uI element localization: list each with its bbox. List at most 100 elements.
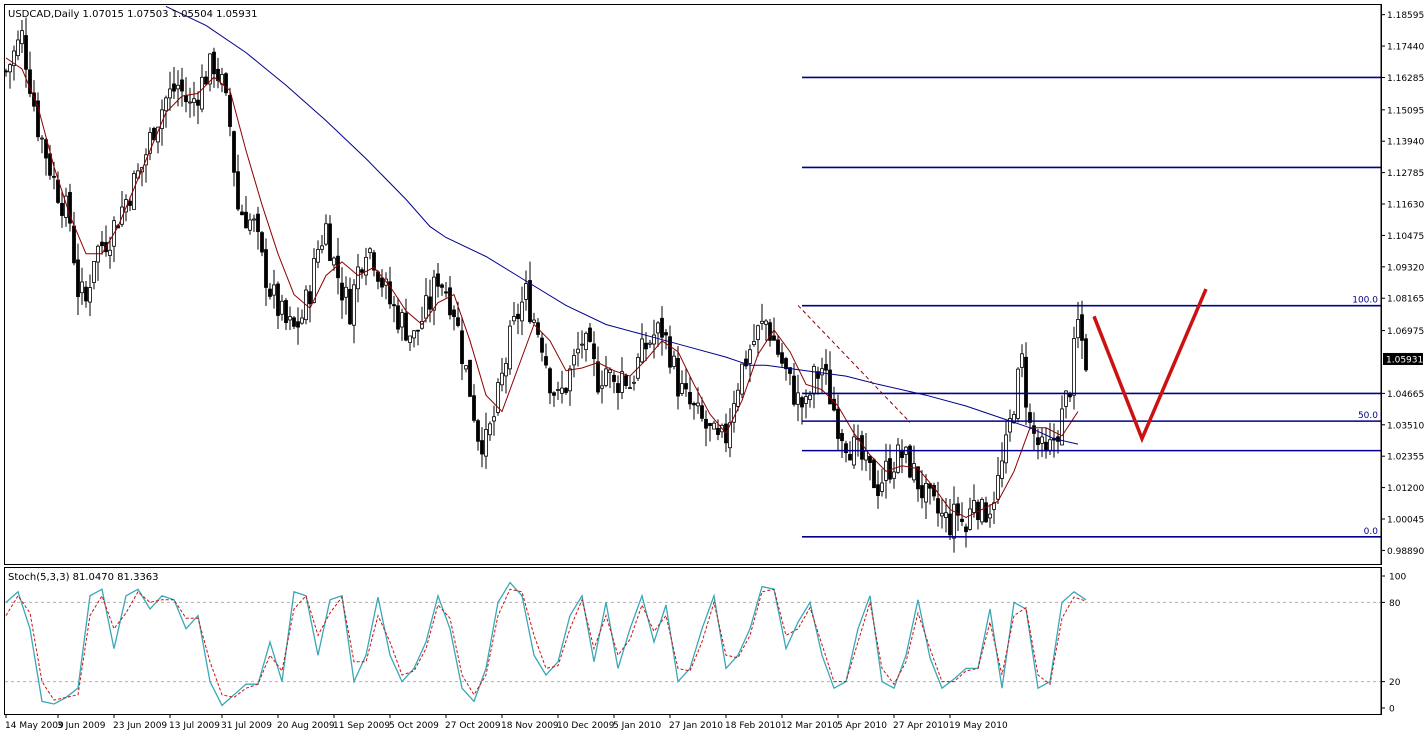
candle-body — [492, 416, 496, 422]
candle-body — [120, 206, 124, 225]
candle-body — [740, 363, 744, 395]
candle-body — [972, 500, 976, 513]
candle-body — [148, 132, 152, 154]
date-tick-label: 18 Feb 2010 — [725, 721, 781, 731]
candle-body — [988, 513, 992, 519]
candle-body — [796, 392, 800, 405]
candle-body — [396, 305, 400, 330]
candle-body — [600, 385, 604, 389]
candle-body — [588, 327, 592, 342]
date-tick-label: 31 Jul 2009 — [221, 721, 272, 731]
candle-body — [88, 287, 92, 303]
candle-body — [24, 35, 28, 70]
candle-body — [572, 355, 576, 366]
candle-body — [408, 335, 412, 343]
candle-body — [556, 389, 560, 391]
candle-body — [516, 313, 520, 320]
candle-body — [308, 291, 312, 305]
last-price-badge — [1383, 352, 1423, 365]
candle-body — [792, 375, 796, 405]
candle-body — [508, 325, 512, 370]
candle-body — [776, 339, 780, 355]
candle-body — [540, 337, 544, 353]
fast-moving-average-line — [5, 57, 1079, 519]
candle-body — [568, 368, 572, 392]
candle-body — [200, 76, 204, 110]
candle-body — [924, 482, 928, 503]
candle-body — [8, 64, 12, 73]
candle-body — [296, 321, 300, 328]
candle-body — [668, 336, 672, 368]
candle-body — [596, 361, 600, 393]
candle-body — [184, 95, 188, 103]
candle-body — [768, 322, 772, 341]
candle-body — [300, 317, 304, 324]
candle-body — [880, 482, 884, 492]
candle-body — [632, 381, 636, 384]
candle-body — [520, 301, 524, 322]
stoch-pane — [5, 581, 1381, 707]
candle-body — [168, 88, 172, 99]
candle-body — [980, 498, 984, 523]
candle-body — [816, 371, 820, 379]
candle-body — [848, 453, 852, 461]
candle-body — [176, 84, 180, 90]
candle-body — [584, 332, 588, 350]
date-tick-label: 27 Jan 2010 — [669, 721, 723, 731]
candle-body — [708, 423, 712, 426]
price-tick-label: 0.98890 — [1387, 547, 1424, 557]
candle-body — [436, 273, 440, 287]
candle-body — [272, 284, 276, 296]
candle-body — [692, 403, 696, 406]
candle-body — [240, 211, 244, 216]
date-tick-label: 27 Oct 2009 — [445, 721, 501, 731]
axes: 1.18595 1.17440 1.16285 1.15095 1.13940 1.127… — [5, 5, 1424, 731]
candle-body — [424, 295, 428, 319]
candle-body — [444, 291, 448, 294]
candle-body — [688, 392, 692, 405]
candle-body — [868, 455, 872, 463]
candle-body — [356, 266, 360, 290]
candle-body — [404, 312, 408, 341]
candle-body — [624, 375, 628, 386]
candle-body — [960, 518, 964, 522]
candle-body — [16, 39, 20, 57]
candle-body — [672, 355, 676, 367]
candle-body — [564, 387, 568, 393]
candle-body — [788, 367, 792, 374]
candle-body — [332, 257, 336, 266]
candle-body — [968, 508, 972, 530]
price-tick-label: 1.11630 — [1387, 201, 1424, 211]
candle-body — [232, 131, 236, 173]
price-tick-label: 1.08165 — [1387, 295, 1424, 305]
candle-body — [312, 258, 316, 303]
candle-body — [172, 83, 176, 92]
price-tick-label: 1.18595 — [1387, 11, 1424, 21]
candle-body — [892, 471, 896, 479]
candle-body — [964, 526, 968, 533]
candle-body — [432, 276, 436, 311]
candle-body — [292, 317, 296, 327]
candle-body — [320, 245, 324, 250]
price-tick-label: 1.01200 — [1387, 484, 1424, 494]
candle-body — [280, 300, 284, 315]
date-tick-label: 11 Sep 2009 — [333, 721, 390, 731]
candle-body — [828, 369, 832, 405]
candle-body — [256, 213, 260, 233]
candle-body — [684, 383, 688, 390]
candle-body — [544, 356, 548, 366]
candle-body — [712, 422, 716, 430]
stoch-pane-frame — [4, 567, 1382, 715]
candle-body — [80, 281, 84, 294]
candle-body — [824, 364, 828, 371]
fib-level-label: 0.0 — [1364, 527, 1379, 537]
candle-body — [32, 92, 36, 107]
candle-body — [1072, 338, 1076, 396]
candles-group — [4, 17, 1088, 553]
candle-body — [212, 51, 216, 75]
candle-body — [560, 387, 564, 394]
candle-body — [28, 69, 32, 94]
date-tick-label: 14 May 2009 — [5, 721, 64, 731]
candle-body — [680, 383, 684, 394]
candle-body — [928, 483, 932, 489]
